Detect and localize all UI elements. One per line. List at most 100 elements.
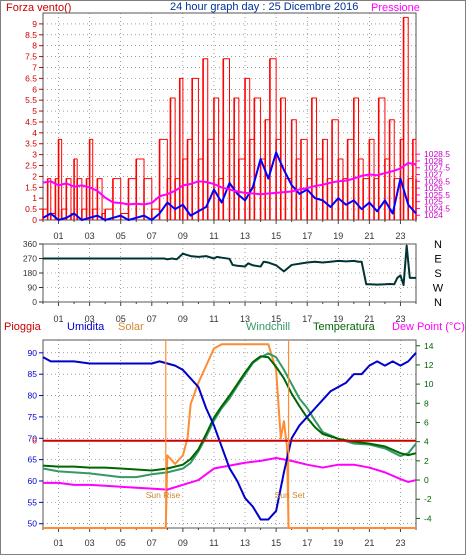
wind-y-tick-label: 3.5 — [25, 139, 37, 149]
temperature-y-tick-label: 12 — [424, 360, 434, 370]
wind-y-tick-label: 6 — [32, 84, 37, 94]
wind-y-tick-label: 9 — [32, 19, 37, 29]
temperature-y-tick-label: -4 — [424, 513, 432, 523]
temperature-y-tick-label: 10 — [424, 379, 434, 389]
rain-zero-label: 0 — [32, 436, 37, 446]
humidity-line — [42, 352, 417, 521]
wind-direction-line — [43, 244, 416, 287]
temperature-x-tick-label: 05 — [116, 538, 126, 548]
pressure-label: Pressione — [371, 2, 420, 14]
temperature-x-tick-label: 23 — [395, 538, 405, 548]
wind-pressure-x-tick-label: 15 — [271, 231, 281, 241]
wind-y-tick-label: 4 — [32, 128, 37, 138]
wind-pressure-x-tick-label: 17 — [302, 231, 312, 241]
wind-direction-x-tick-label: 15 — [271, 314, 281, 324]
rain-label: Pioggia — [4, 321, 42, 333]
temperature-x-tick-label: 15 — [271, 538, 281, 548]
graph-title: 24 hour graph day : 25 Dicembre 2016 — [170, 1, 358, 13]
wind-y-tick-label: 6.5 — [25, 73, 37, 83]
sunrise-annotation: Sun Rise — [146, 490, 181, 500]
compass-label: S — [434, 268, 441, 280]
humidity-y-tick-label: 65 — [28, 455, 38, 465]
temperature-y-tick-label: 2 — [424, 456, 429, 466]
temperature-x-tick-label: 21 — [364, 538, 374, 548]
wind-pressure-x-tick-label: 03 — [85, 231, 95, 241]
humidity-y-tick-label: 55 — [28, 497, 38, 507]
humidity-y-tick-label: 80 — [28, 391, 38, 401]
pressure-y-tick-label: 1027 — [424, 170, 443, 180]
humidity-y-tick-label: 75 — [28, 412, 38, 422]
wind-pressure-x-tick-label: 07 — [147, 231, 157, 241]
wind-y-tick-label: 4.5 — [25, 117, 37, 127]
temperature-x-tick-label: 03 — [85, 538, 95, 548]
temperature-y-tick-label: 6 — [424, 417, 429, 427]
solar-label: Solar — [118, 321, 144, 333]
direction-y-tick-label: 180 — [23, 268, 37, 278]
direction-y-tick-label: 0 — [32, 297, 37, 307]
wind-y-tick-label: 7.5 — [25, 52, 37, 62]
wind-direction-x-tick-label: 05 — [116, 314, 126, 324]
temperature-y-tick-label: 0 — [424, 475, 429, 485]
pressure-y-tick-label: 1024 — [424, 210, 443, 220]
pressure-y-tick-label: 1024.5 — [424, 203, 450, 213]
wind-direction-x-tick-label: 03 — [85, 314, 95, 324]
temperature-x-tick-label: 19 — [333, 538, 343, 548]
wind-direction-x-tick-label: 17 — [302, 314, 312, 324]
pressure-y-tick-label: 1025 — [424, 197, 443, 207]
wind-pressure-x-tick-label: 05 — [116, 231, 126, 241]
wind-direction-x-tick-label: 01 — [54, 314, 64, 324]
wind-y-tick-label: 2 — [32, 171, 37, 181]
temperature-y-tick-label: -2 — [424, 494, 432, 504]
wind-y-tick-label: 8.5 — [25, 30, 37, 40]
pressure-y-tick-label: 1025.5 — [424, 190, 450, 200]
temperature-y-tick-label: 4 — [424, 437, 429, 447]
wind-pressure-x-tick-label: 09 — [178, 231, 188, 241]
wind-force-label: Forza vento() — [6, 2, 71, 14]
wind-pressure-x-tick-label: 01 — [54, 231, 64, 241]
temperature-x-tick-label: 09 — [178, 538, 188, 548]
humidity-y-tick-label: 70 — [28, 433, 38, 443]
wind-direction-x-tick-label: 09 — [178, 314, 188, 324]
pressure-y-tick-label: 1028 — [424, 156, 443, 166]
wind-direction-x-tick-label: 07 — [147, 314, 157, 324]
direction-y-tick-label: 270 — [23, 254, 37, 264]
humidity-y-tick-label: 90 — [28, 348, 38, 358]
wind-pressure-x-tick-label: 21 — [364, 231, 374, 241]
wind-force-line — [43, 16, 417, 214]
humidity-y-tick-label: 85 — [28, 369, 38, 379]
direction-y-tick-label: 90 — [28, 283, 38, 293]
pressure-line — [42, 161, 417, 206]
temperature-x-tick-label: 01 — [54, 538, 64, 548]
wind-direction-x-tick-label: 23 — [395, 314, 405, 324]
pressure-y-tick-label: 1027.5 — [424, 163, 450, 173]
temperature-x-tick-label: 17 — [302, 538, 312, 548]
sunset-annotation: Sun Set — [275, 490, 306, 500]
compass-label: E — [434, 254, 441, 266]
wind-y-tick-label: 0 — [32, 215, 37, 225]
wind-y-tick-label: 1.5 — [25, 182, 37, 192]
pressure-y-tick-label: 1026.5 — [424, 176, 450, 186]
compass-label: W — [433, 283, 444, 295]
temperature-y-tick-label: 14 — [424, 341, 434, 351]
compass-label: N — [434, 297, 442, 309]
wind-y-tick-label: 3 — [32, 150, 37, 160]
wind-direction-x-tick-label: 21 — [364, 314, 374, 324]
compass-label: N — [434, 239, 442, 251]
wind-y-tick-label: 2.5 — [25, 161, 37, 171]
dewpoint-label: Dew Point (°C) — [392, 321, 465, 333]
wind-gust-line — [42, 151, 417, 221]
temperature-label: Temperatura — [313, 321, 376, 333]
temperature-x-tick-label: 07 — [147, 538, 157, 548]
wind-pressure-x-tick-label: 13 — [240, 231, 250, 241]
wind-y-tick-label: 0.5 — [25, 204, 37, 214]
dewpoint-line — [43, 456, 417, 491]
wind-direction-plot-area — [42, 243, 417, 303]
wind-direction-x-tick-label: 13 — [240, 314, 250, 324]
temperature-plot-area — [42, 339, 417, 529]
wind-pressure-x-tick-label: 19 — [333, 231, 343, 241]
pressure-y-tick-label: 1026 — [424, 183, 443, 193]
solar-line — [43, 343, 416, 529]
wind-y-tick-label: 5 — [32, 106, 37, 116]
wind-y-tick-label: 8 — [32, 41, 37, 51]
wind-direction-x-tick-label: 19 — [333, 314, 343, 324]
